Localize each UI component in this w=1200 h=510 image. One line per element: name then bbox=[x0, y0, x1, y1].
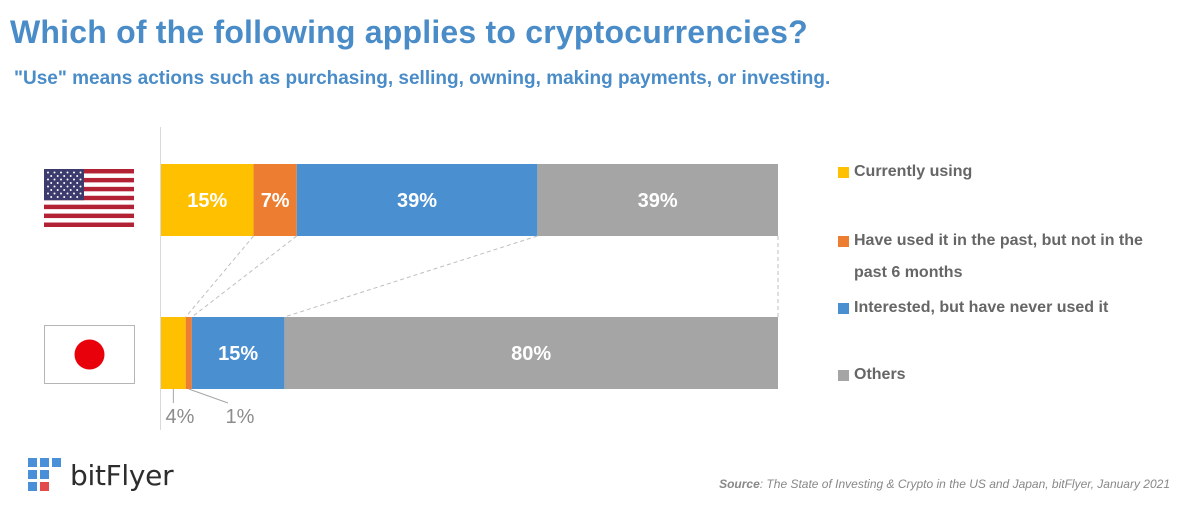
bitflyer-logo: bitFlyer bbox=[28, 458, 174, 492]
legend-item-used-in-past: Have used it in the past, but not in the… bbox=[838, 225, 1174, 289]
legend-swatch bbox=[838, 236, 849, 247]
legend-swatch bbox=[838, 167, 849, 178]
legend-item-others: Others bbox=[838, 359, 1184, 391]
series-connector-line bbox=[191, 235, 298, 318]
legend-swatch bbox=[838, 370, 849, 381]
label-leader-line bbox=[188, 388, 229, 404]
data-label: 7% bbox=[261, 190, 290, 212]
japan-flag-icon bbox=[44, 325, 135, 384]
legend-label: Others bbox=[854, 366, 906, 383]
legend-label: Have used it in the past, but not in the… bbox=[854, 232, 1143, 281]
legend-label: Interested, but have never used it bbox=[854, 299, 1109, 316]
data-label: 1% bbox=[226, 406, 255, 428]
bar-segment bbox=[284, 317, 778, 389]
chart-title: Which of the following applies to crypto… bbox=[10, 14, 808, 50]
data-label: 15% bbox=[218, 343, 258, 365]
chart-subtitle: "Use" means actions such as purchasing, … bbox=[14, 68, 831, 89]
bar-segment bbox=[161, 317, 186, 389]
legend-item-interested: Interested, but have never used it bbox=[838, 292, 1184, 324]
source-note: Source: The State of Investing & Crypto … bbox=[719, 477, 1170, 491]
series-connector-line bbox=[284, 235, 538, 318]
data-label: 39% bbox=[638, 190, 678, 212]
legend-swatch bbox=[838, 303, 849, 314]
legend-item-currently-using: Currently using bbox=[838, 156, 1184, 188]
bar-segment bbox=[296, 164, 538, 236]
source-prefix: Source bbox=[719, 477, 760, 491]
bar-segment bbox=[191, 317, 285, 389]
series-connector-line bbox=[185, 235, 254, 318]
bitflyer-logo-icon bbox=[28, 458, 61, 491]
bitflyer-logo-text: bitFlyer bbox=[70, 458, 174, 492]
us-flag-icon bbox=[44, 169, 134, 227]
bar-segment bbox=[537, 164, 778, 236]
bar-segment bbox=[161, 164, 254, 236]
data-label: 80% bbox=[511, 343, 551, 365]
data-label: 4% bbox=[166, 406, 195, 428]
bar-segment bbox=[253, 164, 297, 236]
data-label: 39% bbox=[397, 190, 437, 212]
legend-label: Currently using bbox=[854, 163, 973, 180]
bar-segment bbox=[185, 317, 192, 389]
data-label: 15% bbox=[187, 190, 227, 212]
source-text: : The State of Investing & Crypto in the… bbox=[759, 477, 1170, 491]
